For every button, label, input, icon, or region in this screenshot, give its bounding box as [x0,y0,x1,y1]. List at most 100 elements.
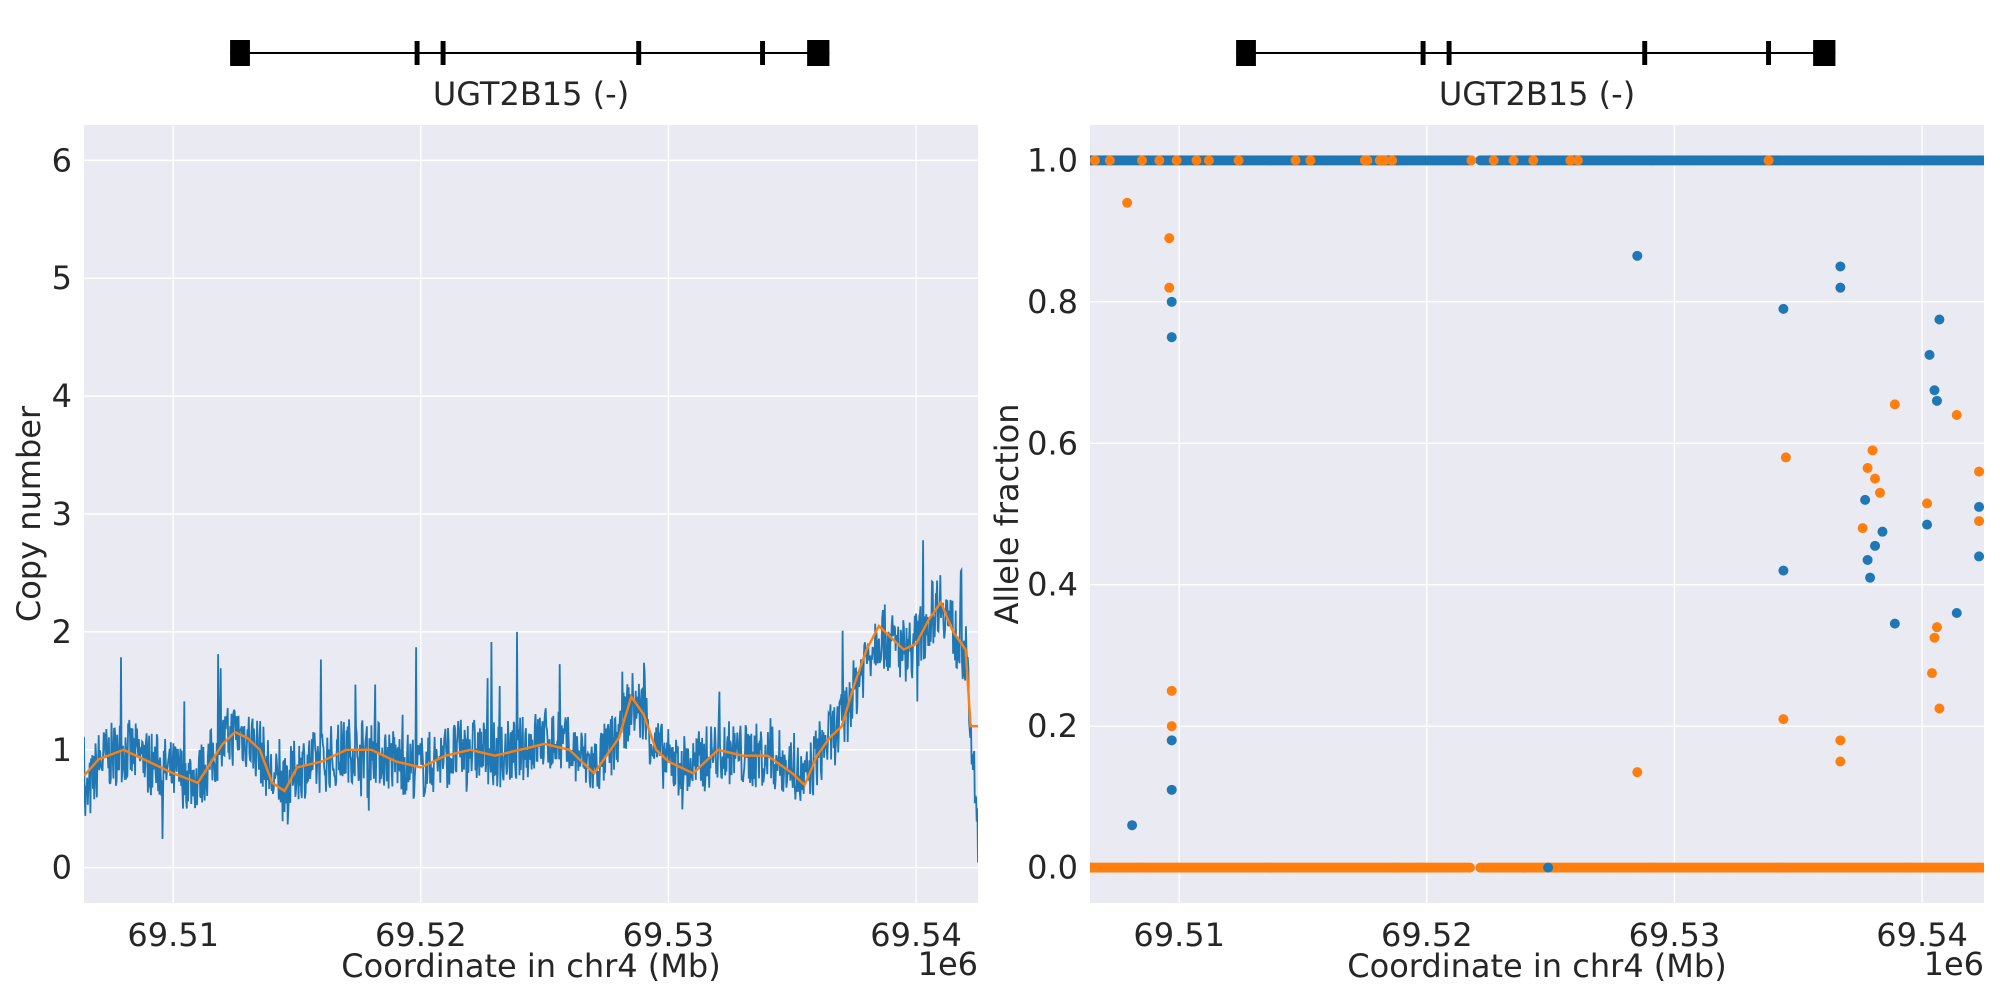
x-tick-label: 69.51 [1133,916,1225,954]
x-tick-label: 69.54 [870,916,962,954]
allele-point-b [1565,155,1576,166]
x-tick-label: 69.53 [1629,916,1721,954]
y-tick-label: 0.2 [1027,707,1078,745]
smoothed-copy-number-line [84,599,978,793]
y-tick-label: 1.0 [1027,141,1078,179]
x-tick-label: 69.52 [375,916,467,954]
allele-point-a [1166,296,1177,307]
x-offset-label-right: 1e6 [1924,945,1984,983]
allele-point-b [1164,282,1175,293]
gene-exon [1766,41,1772,65]
allele-point-b [1528,155,1539,166]
allele-point-a [1922,519,1933,530]
gene-exon [440,41,446,65]
allele-point-a [1835,282,1846,293]
allele-point-b [1572,155,1583,166]
allele-point-a [1974,501,1984,512]
y-axis-label-left: Copy number [10,405,48,622]
allele-point-a [1889,618,1900,629]
gene-exon [1642,41,1648,65]
allele-point-b [1466,155,1477,166]
x-tick-label: 69.53 [623,916,715,954]
allele-point-b [1465,862,1475,873]
allele-point-a [1166,735,1177,746]
allele-point-b [1874,487,1885,498]
y-tick-label: 4 [52,377,72,415]
allele-point-a [1977,155,1984,166]
allele-point-b [1835,735,1846,746]
allele-fraction-panel: UGT2B15 (-) 69.51 69.52 69.53 69.54 0.00.20… [988,40,1984,985]
allele-point-a [1166,332,1177,343]
y-tick-labels-right: 0.0 0.2 0.4 0.6 0.8 1.0 [1027,141,1078,886]
gene-label-left: UGT2B15 (-) [433,75,629,113]
allele-point-a [1974,551,1984,562]
allele-point-b [1974,516,1984,527]
allele-point-b [1862,463,1873,474]
gene-exon [636,41,642,65]
allele-point-b [1835,756,1846,767]
allele-point-b [1488,155,1499,166]
y-tick-label: 0.0 [1027,849,1078,887]
allele-point-b [1090,155,1100,166]
plot-area-right [1090,125,1984,903]
allele-point-a [1870,540,1881,551]
x-tick-label: 69.52 [1381,916,1473,954]
y-tick-label: 3 [52,495,72,533]
allele-point-a [1860,494,1871,505]
series-left [84,540,978,863]
x-tick-labels-left: 69.51 69.52 69.53 69.54 [127,916,962,954]
allele-point-b [1122,197,1133,208]
allele-point-b [1164,233,1175,244]
allele-point-b [1305,155,1316,166]
allele-point-b [1778,714,1789,725]
allele-point-b [1632,767,1643,778]
allele-point-b [1929,632,1940,643]
allele-point-b [1951,409,1962,420]
x-tick-label: 69.54 [1876,916,1968,954]
allele-point-b [1974,466,1984,477]
allele-point-b [1922,498,1933,509]
allele-point-b [1203,155,1214,166]
y-tick-label: 0.4 [1027,566,1078,604]
allele-point-b [1166,721,1177,732]
y-tick-label: 0.6 [1027,424,1078,462]
y-tick-label: 1 [52,731,72,769]
gene-exon [230,40,250,66]
allele-point-b [1171,155,1182,166]
y-tick-label: 0 [52,849,72,887]
x-offset-label-left: 1e6 [918,945,978,983]
allele-point-b [1857,523,1868,534]
allele-point-b [1867,445,1878,456]
allele-point-a [1127,820,1138,831]
allele-point-b [1290,155,1301,166]
gene-label-right: UGT2B15 (-) [1439,75,1635,113]
gene-exon [1236,40,1256,66]
allele-point-a [1778,303,1789,314]
y-axis-label-right: Allele fraction [988,403,1026,624]
y-tick-label: 0.8 [1027,283,1078,321]
y-tick-label: 5 [52,259,72,297]
allele-point-b [1154,155,1165,166]
x-axis-label-left: Coordinate in chr4 (Mb) [341,947,720,985]
allele-point-b [1104,155,1115,166]
allele-point-b [1977,862,1984,873]
allele-point-a [1877,526,1888,537]
copy-number-panel: UGT2B15 (-) 69.51 69.52 69.53 69.54 0 1 2 3 4 5 6… [10,40,978,985]
raw-copy-number-line [84,540,978,863]
allele-point-b [1387,155,1398,166]
grid-left [84,125,978,903]
allele-point-a [1862,554,1873,565]
allele-point-b [1889,399,1900,410]
allele-point-a [1543,862,1554,873]
x-tick-label: 69.51 [127,916,219,954]
allele-point-b [1191,155,1202,166]
allele-point-b [1508,155,1519,166]
x-axis-label-right: Coordinate in chr4 (Mb) [1347,947,1726,985]
gene-exon [1420,41,1426,65]
allele-point-b [1233,155,1244,166]
allele-point-a [1924,349,1935,360]
allele-point-b [1166,685,1177,696]
allele-point-a [1778,565,1789,576]
allele-point-a [1166,784,1177,795]
